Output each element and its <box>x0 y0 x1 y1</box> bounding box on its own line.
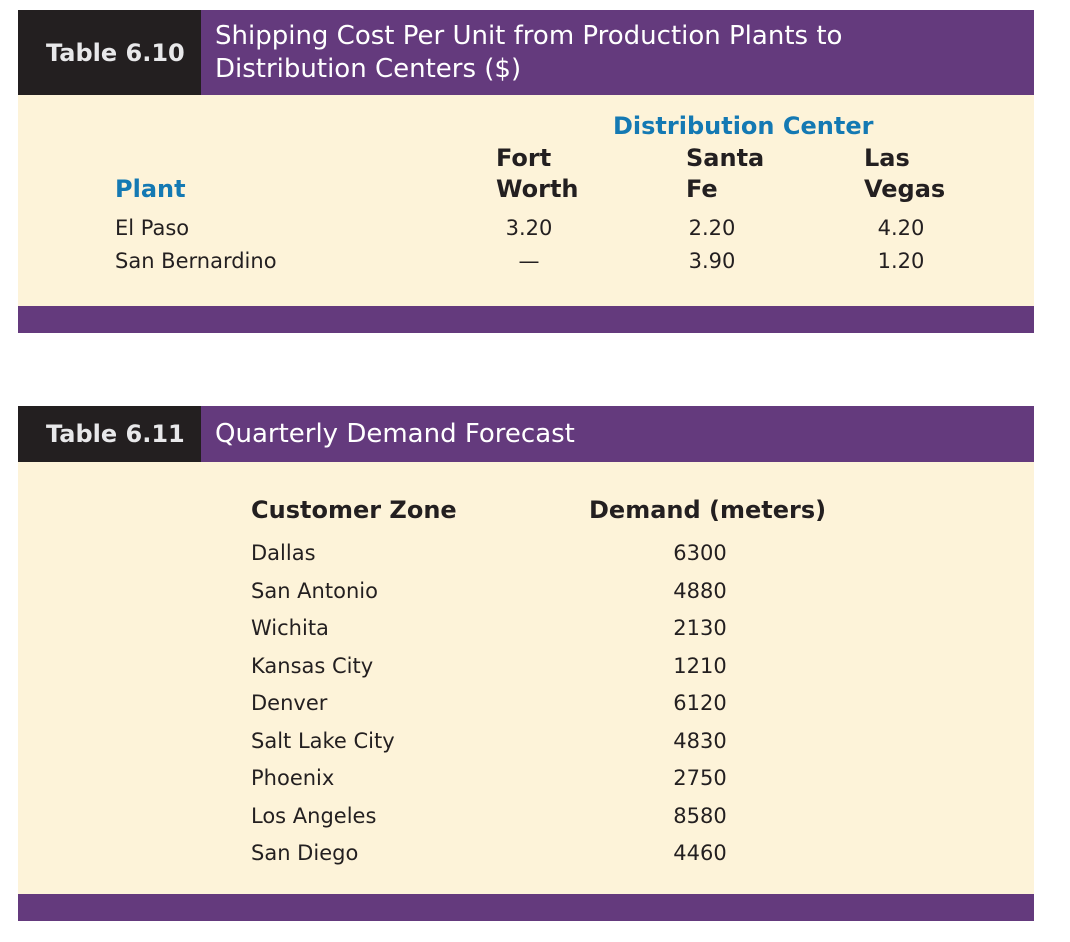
demand-cell: 6120 <box>673 691 727 715</box>
table-6-10-footer-bar <box>18 306 1034 333</box>
column-header-line: Santa <box>686 144 765 172</box>
column-header-line: Vegas <box>864 175 946 203</box>
row-plant-name: San Bernardino <box>115 249 277 273</box>
cost-cell: 3.90 <box>688 249 736 273</box>
demand-cell: 4830 <box>673 729 727 753</box>
zone-cell: Kansas City <box>251 654 374 678</box>
table-6-11-label: Table 6.11 <box>18 406 201 462</box>
table-6-11: Table 6.11 Quarterly Demand Forecast Cus… <box>18 406 1034 921</box>
zone-cell: Wichita <box>251 616 329 640</box>
table-6-11-body: Customer Zone Demand (meters) Dallas 630… <box>18 462 1034 894</box>
distribution-center-heading: Distribution Center <box>613 112 874 140</box>
zone-cell: Phoenix <box>251 766 335 790</box>
demand-cell: 1210 <box>673 654 727 678</box>
column-header-las-vegas: Las Vegas <box>864 143 945 205</box>
table-6-10: Table 6.10 Shipping Cost Per Unit from P… <box>18 10 1034 333</box>
table-6-10-title-line1: Shipping Cost Per Unit from Production P… <box>215 20 843 51</box>
zone-cell: Dallas <box>251 541 316 565</box>
table-6-10-body: Distribution Center Fort Worth Santa Fe … <box>18 95 1034 306</box>
demand-cell: 6300 <box>673 541 727 565</box>
plant-heading: Plant <box>115 175 186 203</box>
table-6-10-title: Shipping Cost Per Unit from Production P… <box>201 10 842 95</box>
table-6-11-header: Table 6.11 Quarterly Demand Forecast <box>18 406 1034 462</box>
column-header-line: Fe <box>686 175 718 203</box>
demand-cell: 2750 <box>673 766 727 790</box>
column-header-fort-worth: Fort Worth <box>496 143 579 205</box>
demand-cell: 2130 <box>673 616 727 640</box>
demand-cell: 8580 <box>673 804 727 828</box>
zone-cell: San Diego <box>251 841 359 865</box>
column-header-line: Worth <box>496 175 579 203</box>
demand-cell: 4460 <box>673 841 727 865</box>
table-6-10-header: Table 6.10 Shipping Cost Per Unit from P… <box>18 10 1034 95</box>
table-6-10-label: Table 6.10 <box>18 10 201 95</box>
row-plant-name: El Paso <box>115 216 190 240</box>
column-header-santa-fe: Santa Fe <box>686 143 764 205</box>
cost-cell: 3.20 <box>505 216 553 240</box>
cost-cell: 4.20 <box>877 216 925 240</box>
column-header-line: Fort <box>496 144 552 172</box>
customer-zone-heading: Customer Zone <box>251 496 457 524</box>
table-6-10-title-line2: Distribution Centers ($) <box>215 53 522 84</box>
cost-cell: 1.20 <box>877 249 925 273</box>
table-6-11-footer-bar <box>18 894 1034 921</box>
zone-cell: San Antonio <box>251 579 378 603</box>
demand-heading: Demand (meters) <box>589 496 827 524</box>
table-6-11-title: Quarterly Demand Forecast <box>215 418 575 449</box>
zone-cell: Los Angeles <box>251 804 377 828</box>
demand-cell: 4880 <box>673 579 727 603</box>
cost-cell: — <box>518 249 540 273</box>
zone-cell: Salt Lake City <box>251 729 395 753</box>
zone-cell: Denver <box>251 691 328 715</box>
cost-cell: 2.20 <box>688 216 736 240</box>
column-header-line: Las <box>864 144 910 172</box>
